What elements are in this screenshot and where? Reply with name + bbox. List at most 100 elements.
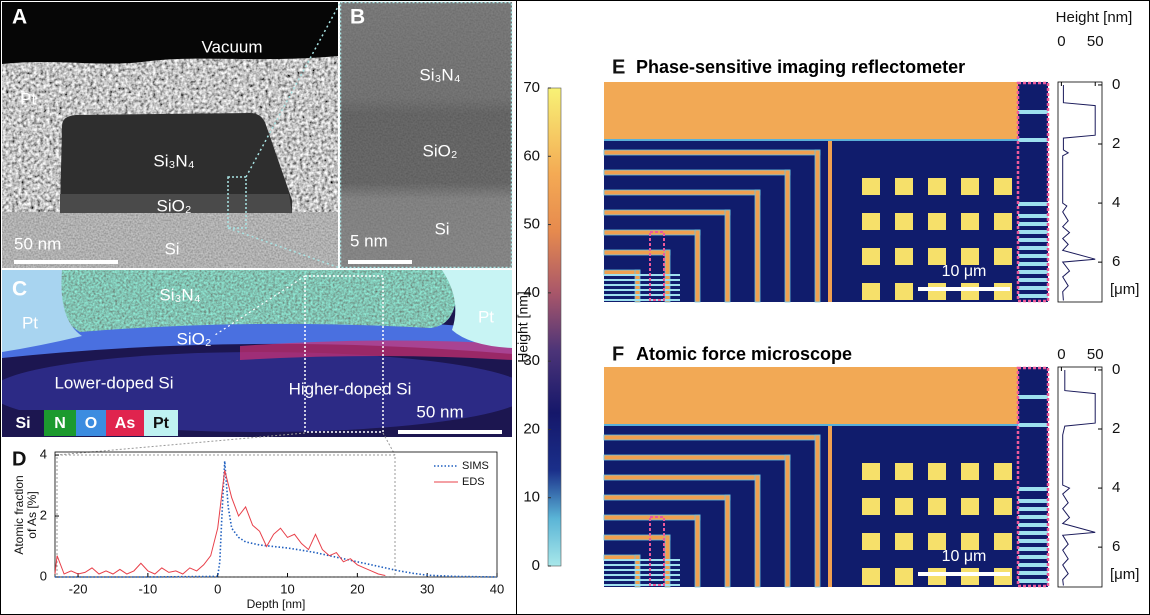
map-line — [785, 455, 790, 587]
map-stripe — [604, 299, 680, 301]
y-tick-label: 2 — [40, 507, 47, 522]
y-tick-label: 6 — [1112, 538, 1120, 555]
map-stripe — [604, 559, 680, 561]
scale-bar-label: 5 nm — [350, 231, 388, 250]
colorbar-tick-label: 30 — [523, 352, 540, 369]
y-tick-label: 2 — [1112, 135, 1120, 152]
map-stripe — [1018, 507, 1048, 511]
legend-label: SIMS — [462, 460, 489, 472]
map-square — [961, 178, 979, 195]
scale-bar — [918, 287, 1010, 291]
x-tick-label: 50 — [1087, 346, 1104, 363]
region-label: Pt — [478, 307, 494, 326]
map-square — [961, 283, 979, 300]
element-legend: SiNOAsPt — [2, 410, 178, 436]
panel-label: F — [612, 343, 624, 365]
x-tick-label: 30 — [420, 581, 434, 596]
panel-label: B — [350, 6, 365, 29]
map-stripe — [604, 289, 680, 291]
x-tick-label: 0 — [1057, 346, 1065, 363]
map-square — [928, 568, 946, 585]
map-edge — [604, 424, 1018, 426]
legend-label: As — [115, 415, 136, 432]
map-stripe — [1018, 238, 1048, 242]
y-tick-label: 4 — [1112, 479, 1120, 496]
map-square — [862, 248, 880, 265]
map-edge — [604, 139, 1018, 141]
legend-label: EDS — [462, 476, 485, 488]
legend-label: Si — [15, 415, 30, 432]
map-stripe — [1018, 395, 1048, 399]
map-square — [994, 248, 1012, 265]
map-line — [725, 495, 730, 587]
map-line — [604, 170, 790, 175]
map-square — [961, 498, 979, 515]
panel-label: C — [12, 278, 27, 301]
panel-label: E — [612, 56, 625, 78]
map-stripe — [1018, 294, 1048, 298]
map-stripe — [604, 574, 680, 576]
region-label: SiO₂ — [177, 329, 212, 348]
panel-label: A — [12, 6, 27, 29]
map-stripe — [1018, 367, 1048, 393]
scale-bar — [14, 260, 118, 264]
y-tick-label: 4 — [1112, 194, 1120, 211]
region-label: Si₃N₄ — [419, 65, 460, 84]
colorbar-tick-label: 10 — [523, 489, 540, 506]
legend-label: O — [85, 415, 97, 432]
x-axis-label: Depth [nm] — [247, 597, 306, 611]
colorbar-tick-label: 20 — [523, 420, 540, 437]
map-square — [895, 463, 913, 480]
region-label: Si — [434, 219, 449, 238]
map-line — [828, 141, 832, 302]
map-stripe — [1018, 499, 1048, 503]
panel-title: Phase-sensitive imaging reflectometer — [636, 57, 965, 77]
map-line — [604, 250, 670, 255]
y-tick-label: 0 — [1112, 76, 1120, 93]
map-stripe — [1018, 555, 1048, 559]
x-axis-label: Height [nm] — [1056, 9, 1133, 26]
map-line — [604, 495, 730, 500]
y-tick-label: 2 — [1112, 420, 1120, 437]
colorbar-tick-label: 70 — [523, 79, 540, 96]
scale-bar-label: 50 nm — [14, 234, 61, 253]
map-line — [695, 515, 700, 587]
region-label: Si₃N₄ — [153, 151, 194, 170]
map-stripe — [1018, 138, 1048, 142]
map-square — [994, 213, 1012, 230]
map-stripe — [1018, 202, 1048, 206]
map-stripe — [1018, 571, 1048, 575]
colorbar-tick-label: 60 — [523, 147, 540, 164]
map-stripe — [1018, 531, 1048, 535]
map-stripe — [1018, 487, 1048, 491]
map-stripe — [604, 294, 680, 296]
map-line — [604, 435, 820, 440]
map-stripe — [1018, 579, 1048, 583]
y-tick-label: 6 — [1112, 253, 1120, 270]
map-square — [895, 178, 913, 195]
map-line — [785, 170, 790, 302]
map-line — [755, 475, 760, 587]
panel-a-image — [2, 2, 338, 268]
map-stripe — [1018, 270, 1048, 274]
y-tick-label: 0 — [40, 568, 47, 583]
map-square — [895, 533, 913, 550]
map-stripe — [1018, 515, 1048, 519]
figure: A Vacuum Pt Si₃N₄ SiO₂ Si 50 nm B Si₃N₄ … — [0, 0, 1150, 615]
map-square — [928, 213, 946, 230]
map-square — [928, 463, 946, 480]
x-tick-label: 10 — [280, 581, 294, 596]
legend-label: Pt — [153, 415, 170, 432]
map-line — [604, 475, 760, 480]
body: { "panel_a": {"label": "A", "vacuum": "V… — [0, 0, 1150, 615]
map-line — [604, 455, 790, 460]
map-stripe — [604, 274, 680, 276]
map-stripe — [1018, 563, 1048, 567]
map-square — [994, 178, 1012, 195]
map-line — [725, 210, 730, 302]
map-square — [928, 283, 946, 300]
x-tick-label: 40 — [490, 581, 504, 596]
map-stripe — [1018, 110, 1048, 114]
map-square — [895, 248, 913, 265]
map-stripe — [1018, 423, 1048, 427]
